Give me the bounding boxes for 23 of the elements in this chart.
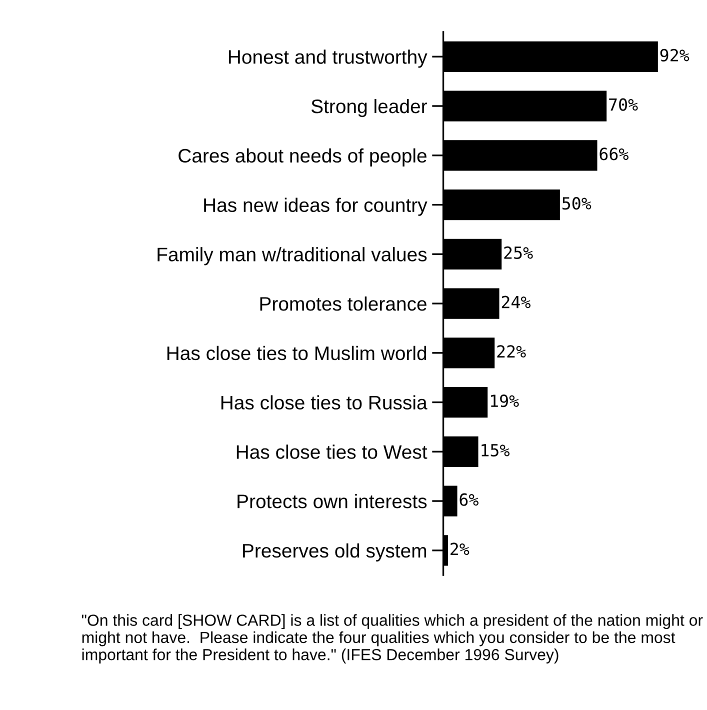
data-label: 92% <box>660 48 690 62</box>
data-label: 24% <box>502 296 530 308</box>
data-label: 50% <box>562 197 592 210</box>
y-tick-label: Family man w/traditional values <box>158 247 427 266</box>
y-tick-label: Preserves old system <box>243 543 426 562</box>
y-tick-label: Strong leader <box>311 98 428 118</box>
y-tick-label: Has close ties to Russia <box>221 395 428 410</box>
text: "On this card [SHOW CARD] is a list of qualities which a president of the nation might or might not have. Please indicate the four qualities which you consider to be the most important for the President to have." (IFES December 1996 Survey) <box>82 614 703 664</box>
data-label: 15% <box>482 444 510 457</box>
y-tick-label: Cares about needs of people <box>178 148 426 166</box>
y-tick-label: Has new ideas for country <box>204 198 428 216</box>
y-tick-label: Promotes tolerance <box>260 296 426 311</box>
y-tick-label: Honest and trustworthy <box>228 50 428 68</box>
data-label: 66% <box>600 148 628 160</box>
data-label: 6% <box>460 493 478 506</box>
data-label: 70% <box>609 98 638 111</box>
data-label: 25% <box>504 246 533 260</box>
data-label: 22% <box>497 345 526 358</box>
y-tick-label: Protects own interests <box>238 494 427 508</box>
data-label: 2% <box>450 542 470 556</box>
data-label: 19% <box>491 394 519 408</box>
y-tick-label: Has close ties to Muslim world <box>167 346 426 360</box>
y-tick-label: Has close ties to West <box>236 444 428 459</box>
